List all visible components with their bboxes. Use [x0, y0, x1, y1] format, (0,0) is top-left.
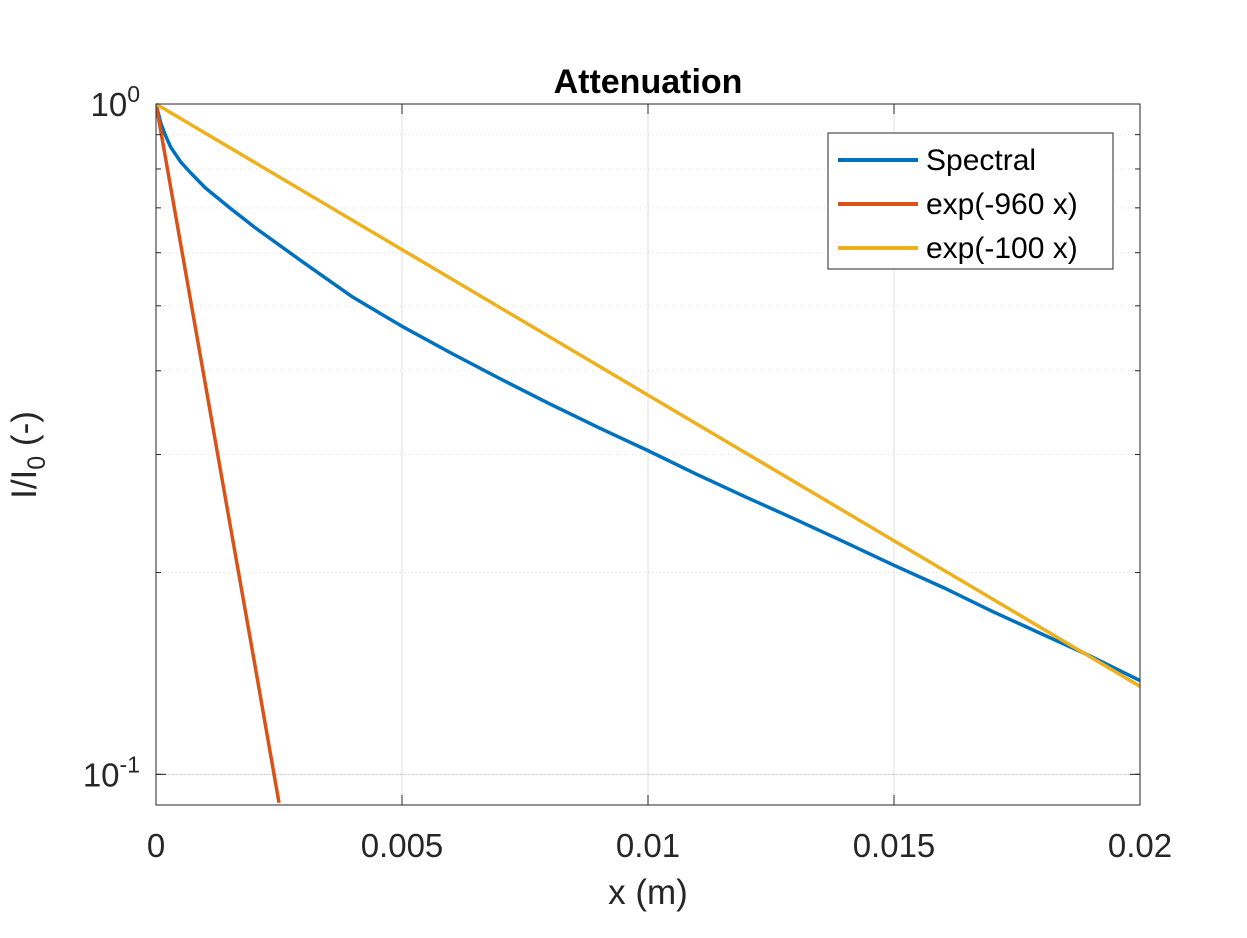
x-tick-label: 0.005 [361, 827, 444, 864]
x-axis-label: x (m) [608, 873, 688, 912]
x-tick-label: 0.02 [1108, 827, 1172, 864]
legend-label: exp(-100 x) [926, 232, 1078, 265]
y-tick-label: 100 [90, 81, 140, 123]
y-axis-label: I/I0 (-) [5, 411, 51, 499]
y-tick-label: 10-1 [83, 751, 140, 793]
y-tick-label-base: 10 [83, 756, 120, 793]
legend-label: exp(-960 x) [926, 188, 1078, 221]
series-line [156, 102, 1140, 688]
series-line [156, 103, 281, 804]
x-tick-labels: 0 0.005 0.01 0.015 0.02 [147, 827, 1172, 864]
legend-label: Spectral [926, 144, 1036, 177]
x-tick-label: 0.015 [853, 827, 936, 864]
y-axis-label-tail: (-) [5, 411, 44, 456]
series-line [156, 103, 1140, 683]
series-layer [156, 102, 1140, 804]
y-axis-label-text: I/I0 (-) [5, 411, 51, 499]
x-tick-label: 0 [147, 827, 165, 864]
x-tick-label: 0.01 [616, 827, 680, 864]
y-tick-label-exponent: 0 [127, 81, 140, 107]
legend-items: Spectral exp(-960 x) exp(-100 x) [838, 144, 1078, 265]
y-tick-label-base: 10 [90, 86, 127, 123]
y-axis-label-subscript: 0 [23, 456, 51, 470]
axis-ticks [155, 103, 1141, 805]
y-axis-label-main: I/I [5, 470, 44, 499]
y-tick-label-exponent: -1 [120, 751, 140, 777]
legend: Spectral exp(-960 x) exp(-100 x) [827, 132, 1114, 270]
chart-title: Attenuation [554, 63, 743, 101]
